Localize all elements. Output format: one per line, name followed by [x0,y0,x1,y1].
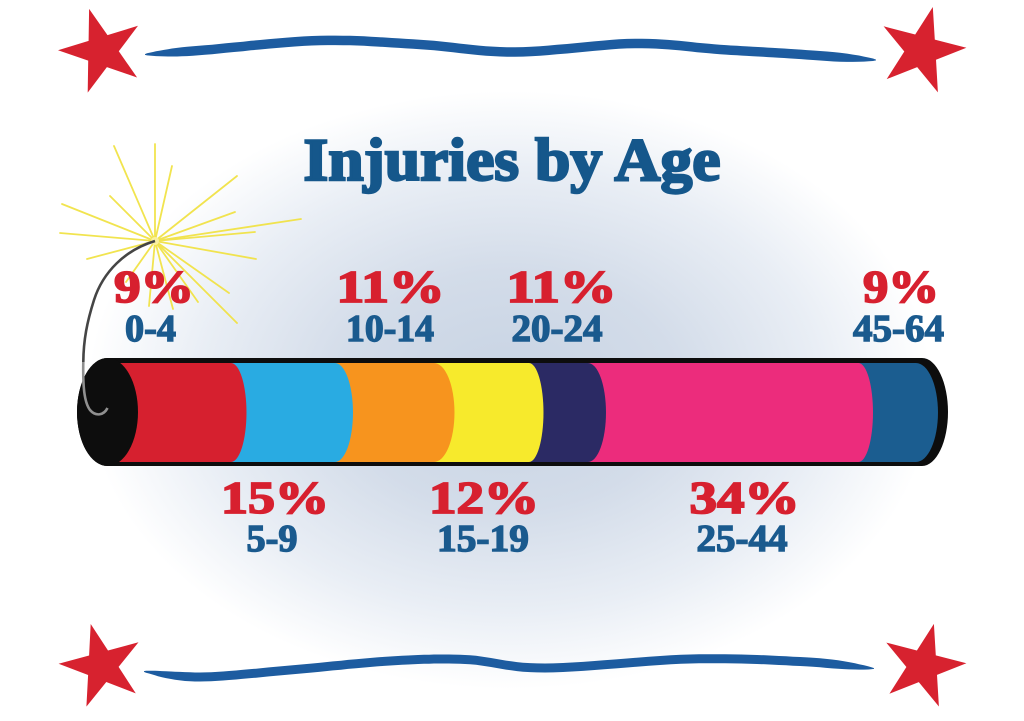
svg-text:5-9: 5-9 [247,518,298,560]
svg-text:Injuries by Age: Injuries by Age [304,127,721,193]
svg-text:15-19: 15-19 [437,518,529,560]
svg-text:15%: 15% [221,472,329,523]
svg-text:11%: 11% [507,261,617,312]
svg-text:9%: 9% [114,261,194,312]
svg-text:20-24: 20-24 [512,308,603,350]
svg-text:12%: 12% [429,472,539,523]
svg-text:0-4: 0-4 [125,308,176,350]
svg-text:9%: 9% [863,261,939,312]
svg-text:11%: 11% [337,261,445,312]
svg-text:45-64: 45-64 [853,308,944,350]
svg-text:10-14: 10-14 [346,308,434,350]
svg-text:34%: 34% [690,472,800,523]
svg-text:25-44: 25-44 [697,518,788,560]
